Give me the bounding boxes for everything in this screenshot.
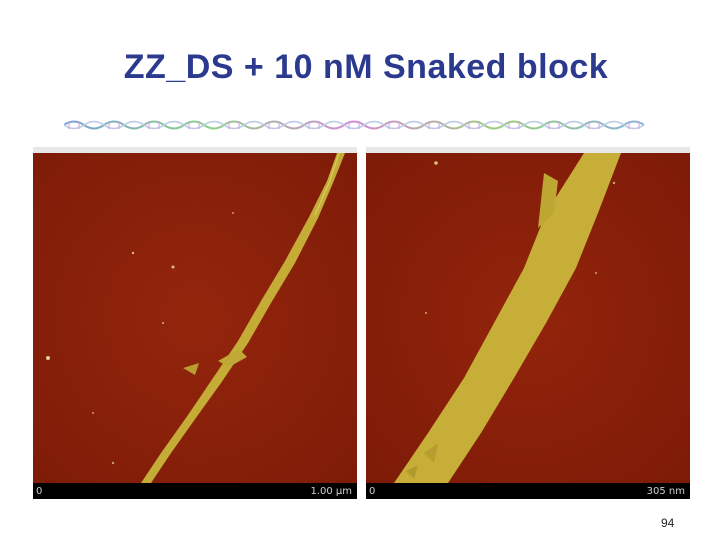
dna-helix-banner-icon <box>64 120 645 130</box>
image-top-border <box>366 147 690 153</box>
scale-max-label: 305 nm <box>646 486 685 497</box>
afm-image-right: 0 305 nm <box>366 147 690 499</box>
scale-min-label: 0 <box>369 486 376 497</box>
page-number: 94 <box>661 516 675 530</box>
scale-bar-left: 0 1.00 µm <box>33 483 357 499</box>
slide-title: ZZ_DS + 10 nM Snaked block <box>123 48 609 86</box>
afm-height-map-right <box>366 153 690 483</box>
scale-min-label: 0 <box>36 486 43 497</box>
scale-max-label: 1.00 µm <box>310 486 352 497</box>
afm-height-map-left <box>33 153 357 483</box>
image-top-border <box>33 147 357 153</box>
afm-image-left: 0 1.00 µm <box>33 147 357 499</box>
scale-bar-right: 0 305 nm <box>366 483 690 499</box>
